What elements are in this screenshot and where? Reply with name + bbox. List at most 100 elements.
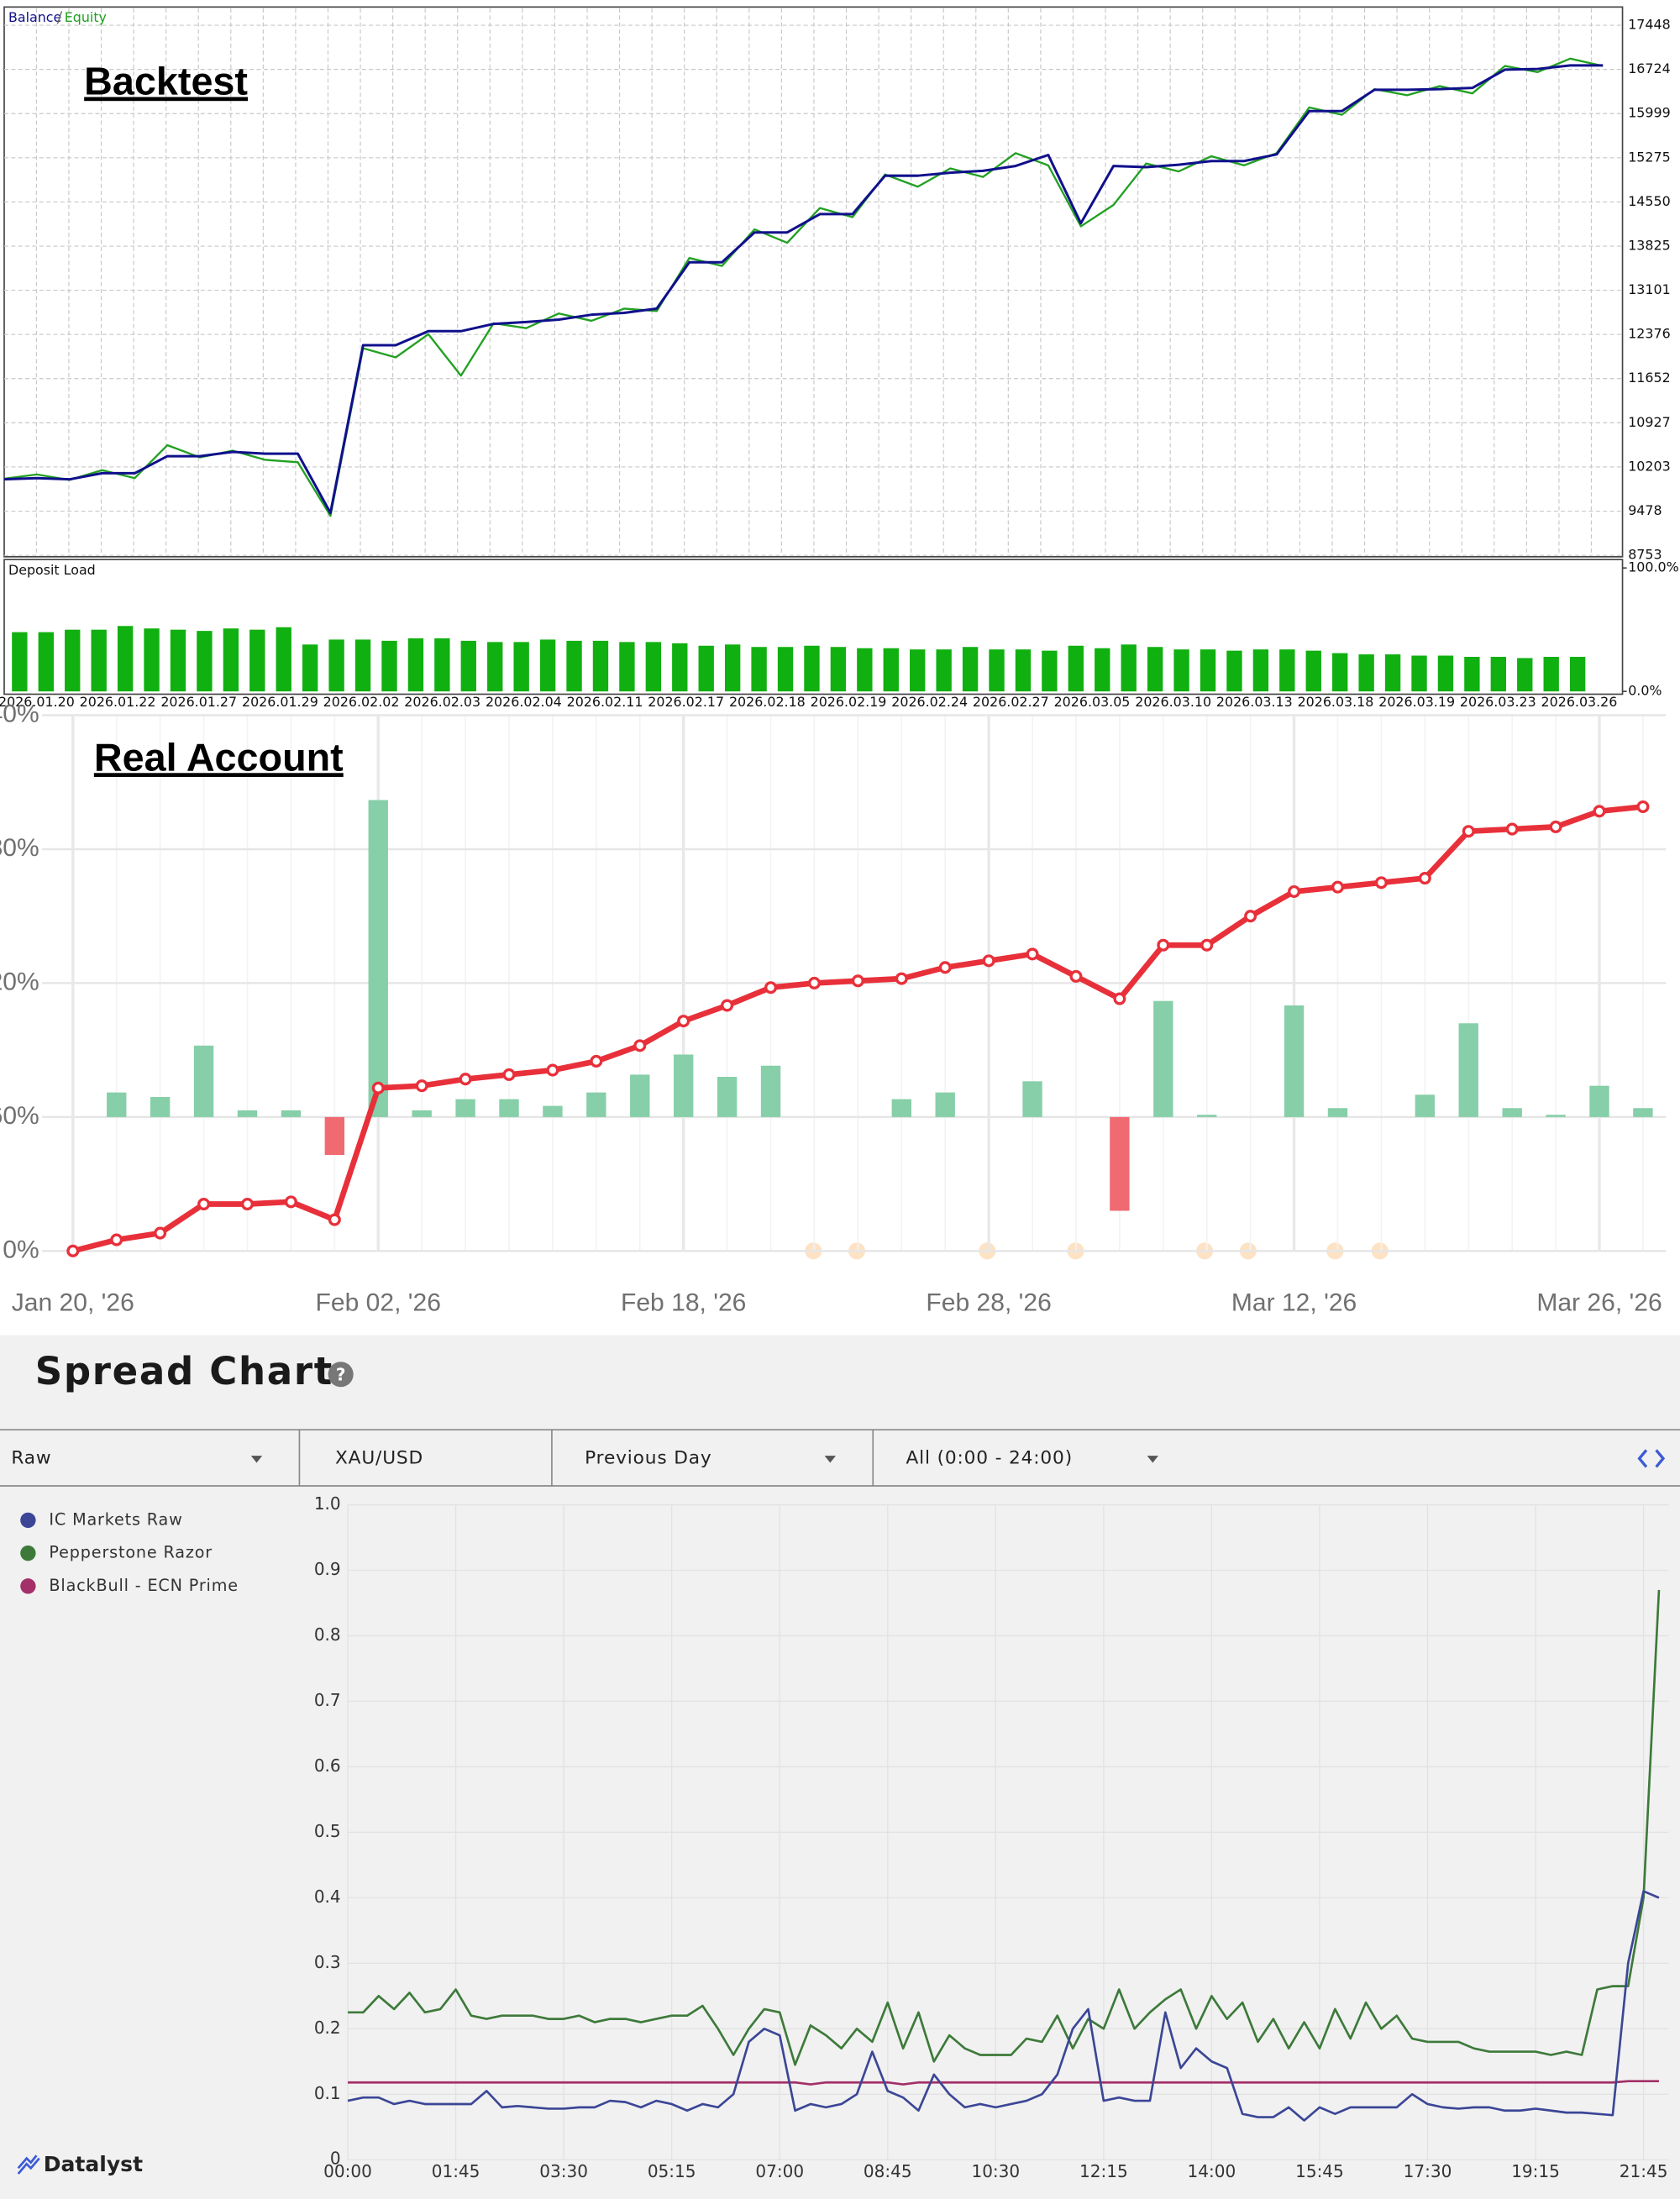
x-tick-label: 2026.01.27	[160, 694, 237, 710]
x-tick-label: Feb 28, '26	[926, 1289, 1051, 1317]
point	[546, 1063, 559, 1077]
bar	[543, 1105, 563, 1117]
x-tick-label: 14:00	[1188, 2161, 1236, 2181]
bar	[804, 645, 820, 692]
filter-symbol[interactable]: XAU/USD	[335, 1447, 423, 1468]
point	[328, 1213, 341, 1226]
point	[459, 1073, 472, 1086]
bar	[193, 1045, 214, 1117]
x-tick-label: 2026.02.18	[729, 694, 806, 710]
point	[1244, 910, 1257, 923]
bar	[455, 1099, 475, 1117]
y-tick-label: 14550	[1628, 193, 1670, 209]
bar	[1279, 649, 1295, 692]
y-tick-label: 17448	[1628, 17, 1670, 33]
bar	[1226, 650, 1242, 692]
point	[807, 976, 821, 989]
bar	[38, 632, 54, 692]
bar	[539, 639, 556, 692]
y-tick-label: 240%	[0, 700, 39, 727]
filter-type[interactable]: Raw	[11, 1447, 51, 1468]
bar	[1042, 650, 1058, 692]
y-tick-label: 0.1	[314, 2083, 341, 2103]
bar	[328, 639, 344, 692]
bar	[513, 642, 529, 692]
bar	[381, 640, 397, 692]
bar	[566, 640, 582, 692]
point	[284, 1195, 297, 1209]
x-tick-label: 2026.02.27	[973, 694, 1049, 710]
bar	[1147, 647, 1163, 692]
spread-title: Spread Chart	[35, 1349, 333, 1393]
bar	[91, 629, 107, 692]
legend-swatch	[20, 1578, 36, 1594]
point	[1026, 947, 1039, 961]
bar	[197, 631, 213, 692]
bar	[1332, 653, 1348, 692]
bar	[586, 1092, 606, 1117]
bar	[1569, 656, 1586, 692]
bar	[672, 643, 688, 692]
point	[1418, 872, 1431, 885]
bar	[1458, 1023, 1478, 1117]
bar	[1121, 644, 1137, 692]
point	[633, 1039, 647, 1052]
x-tick-label: 07:00	[755, 2161, 804, 2181]
y-tick-label: 60%	[0, 1102, 39, 1130]
bar	[1197, 1115, 1217, 1117]
y-tick-label: 1.0	[314, 1493, 341, 1514]
bar	[936, 649, 952, 692]
bar	[1543, 656, 1559, 692]
point	[851, 974, 864, 988]
bar	[751, 647, 767, 692]
bar	[1200, 649, 1216, 692]
bar	[698, 645, 714, 692]
x-tick-label: 2026.01.29	[242, 694, 318, 710]
point	[240, 1198, 255, 1211]
help-icon-text[interactable]: ?	[336, 1364, 346, 1384]
bar	[645, 642, 662, 692]
series-line	[347, 1890, 1660, 2122]
legend-entry: Equity	[65, 9, 107, 25]
bar	[1502, 1108, 1522, 1117]
x-tick-label: 10:30	[971, 2161, 1020, 2181]
point	[66, 1244, 80, 1257]
bar	[1633, 1108, 1653, 1117]
legend-separator	[56, 11, 63, 24]
y-tick-label: 180%	[0, 834, 39, 862]
x-tick-label: 2026.02.17	[648, 694, 724, 710]
point	[1636, 800, 1650, 813]
bar	[1252, 649, 1269, 692]
bar	[1384, 654, 1401, 692]
y-tick-label: 0.3	[314, 1952, 341, 1972]
filter-period[interactable]: Previous Day	[585, 1447, 711, 1468]
bar	[630, 1074, 650, 1117]
bar	[107, 1092, 127, 1117]
y-tick-label: 100.0%	[1628, 559, 1678, 575]
bar	[281, 1110, 302, 1117]
bar	[1517, 658, 1533, 692]
bar	[1173, 649, 1189, 692]
y-tick-label: 15275	[1628, 149, 1670, 165]
y-tick-label: 13825	[1628, 238, 1670, 254]
bar	[1415, 1094, 1436, 1117]
bar	[1490, 656, 1507, 692]
x-tick-label: 08:45	[864, 2161, 912, 2181]
y-tick-label: 12376	[1628, 326, 1670, 342]
x-tick-label: Feb 18, '26	[621, 1289, 746, 1317]
help-icon[interactable]	[328, 1362, 354, 1388]
x-tick-label: 17:30	[1404, 2161, 1452, 2181]
embed-icon[interactable]	[1637, 1449, 1666, 1468]
point	[590, 1054, 603, 1068]
filter-session[interactable]: All (0:00 - 24:00)	[906, 1447, 1073, 1468]
bar	[1546, 1115, 1566, 1117]
y-tick-label: 9478	[1628, 502, 1662, 518]
x-tick-label: 2026.01.22	[80, 694, 156, 710]
y-tick-label: 0.8	[314, 1624, 341, 1645]
x-tick-label: 2026.02.03	[404, 694, 480, 710]
x-tick-label: 2026.03.05	[1054, 694, 1131, 710]
x-tick-label: 21:45	[1620, 2161, 1668, 2181]
x-tick-label: 2026.03.13	[1216, 694, 1293, 710]
bar	[434, 638, 450, 692]
